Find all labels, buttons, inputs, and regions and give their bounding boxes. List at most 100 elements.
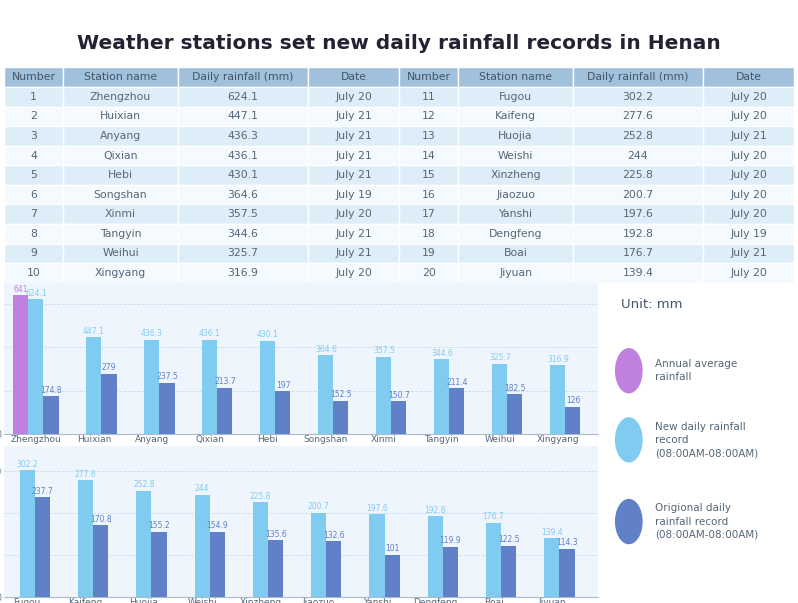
Bar [43, 396, 58, 434]
Text: Station name: Station name [479, 72, 552, 82]
Text: 8: 8 [30, 229, 37, 239]
Bar [20, 470, 35, 597]
Text: 126: 126 [566, 396, 580, 405]
Bar [318, 355, 334, 434]
Text: July 20: July 20 [730, 268, 767, 278]
Bar [101, 374, 117, 434]
FancyBboxPatch shape [308, 165, 399, 185]
Text: 344.6: 344.6 [227, 229, 259, 239]
FancyBboxPatch shape [63, 185, 178, 204]
Text: 213.7: 213.7 [214, 377, 235, 386]
FancyBboxPatch shape [703, 165, 794, 185]
Text: New daily rainfall
record
(08:00AM-08:00AM): New daily rainfall record (08:00AM-08:00… [655, 421, 758, 458]
FancyBboxPatch shape [308, 87, 399, 107]
Bar [78, 481, 93, 597]
Text: 316.9: 316.9 [547, 355, 569, 364]
FancyBboxPatch shape [399, 126, 458, 146]
FancyBboxPatch shape [573, 263, 703, 283]
FancyBboxPatch shape [308, 185, 399, 204]
Bar [544, 538, 559, 597]
Text: 1: 1 [30, 92, 37, 102]
Text: July 21: July 21 [335, 112, 372, 121]
Bar [160, 382, 175, 434]
FancyBboxPatch shape [308, 263, 399, 283]
Text: 170.8: 170.8 [90, 515, 112, 524]
Bar [210, 532, 225, 597]
FancyBboxPatch shape [63, 87, 178, 107]
Text: 364.6: 364.6 [315, 345, 337, 353]
FancyBboxPatch shape [4, 204, 63, 224]
FancyBboxPatch shape [178, 185, 308, 204]
FancyBboxPatch shape [399, 204, 458, 224]
Text: Xinzheng: Xinzheng [490, 170, 541, 180]
FancyBboxPatch shape [573, 165, 703, 185]
Text: Daily rainfall (mm): Daily rainfall (mm) [192, 72, 294, 82]
FancyBboxPatch shape [458, 185, 573, 204]
Bar [275, 391, 290, 434]
Text: July 21: July 21 [730, 248, 767, 259]
Text: 18: 18 [422, 229, 436, 239]
Text: 447.1: 447.1 [227, 112, 259, 121]
Text: 624.1: 624.1 [227, 92, 259, 102]
Text: 122.5: 122.5 [498, 535, 519, 544]
Text: Date: Date [736, 72, 761, 82]
Bar [486, 523, 501, 597]
Text: 277.6: 277.6 [622, 112, 654, 121]
Text: 139.4: 139.4 [622, 268, 654, 278]
FancyBboxPatch shape [4, 107, 63, 126]
FancyBboxPatch shape [703, 185, 794, 204]
Text: 211.4: 211.4 [446, 377, 468, 387]
Bar [501, 546, 516, 597]
Text: 15: 15 [422, 170, 436, 180]
Text: 12: 12 [422, 112, 436, 121]
Text: 5: 5 [30, 170, 37, 180]
Bar [86, 337, 101, 434]
FancyBboxPatch shape [4, 165, 63, 185]
FancyBboxPatch shape [703, 68, 794, 87]
Text: 192.8: 192.8 [622, 229, 654, 239]
FancyBboxPatch shape [573, 224, 703, 244]
FancyBboxPatch shape [308, 146, 399, 165]
Text: Jiyuan: Jiyuan [499, 268, 532, 278]
FancyBboxPatch shape [573, 87, 703, 107]
Bar [253, 502, 268, 597]
Text: 174.8: 174.8 [40, 385, 61, 394]
FancyBboxPatch shape [178, 126, 308, 146]
FancyBboxPatch shape [458, 107, 573, 126]
Text: 19: 19 [422, 248, 436, 259]
FancyBboxPatch shape [63, 224, 178, 244]
Text: 641: 641 [14, 285, 28, 294]
Text: July 20: July 20 [335, 209, 372, 219]
Text: Station name: Station name [84, 72, 157, 82]
Text: 11: 11 [422, 92, 436, 102]
FancyBboxPatch shape [178, 244, 308, 263]
Text: 14: 14 [422, 151, 436, 160]
Text: Zhengzhou: Zhengzhou [90, 92, 151, 102]
Bar [443, 547, 458, 597]
FancyBboxPatch shape [63, 204, 178, 224]
Text: Tangyin: Tangyin [100, 229, 141, 239]
FancyBboxPatch shape [178, 87, 308, 107]
FancyBboxPatch shape [308, 244, 399, 263]
Text: 10: 10 [26, 268, 41, 278]
FancyBboxPatch shape [458, 244, 573, 263]
Text: 17: 17 [422, 209, 436, 219]
FancyBboxPatch shape [4, 263, 63, 283]
Text: 436.3: 436.3 [141, 329, 163, 338]
Text: 357.5: 357.5 [373, 346, 395, 355]
Bar [551, 365, 566, 434]
FancyBboxPatch shape [308, 107, 399, 126]
Text: 197.6: 197.6 [622, 209, 654, 219]
Text: July 20: July 20 [730, 112, 767, 121]
Bar [369, 514, 385, 597]
Text: 192.8: 192.8 [425, 505, 446, 514]
FancyBboxPatch shape [458, 263, 573, 283]
Text: 135.6: 135.6 [265, 529, 286, 538]
Circle shape [616, 499, 642, 543]
Text: 200.7: 200.7 [308, 502, 330, 511]
Bar [566, 406, 580, 434]
Bar [428, 516, 443, 597]
FancyBboxPatch shape [458, 87, 573, 107]
Text: Hebi: Hebi [108, 170, 133, 180]
Bar [14, 295, 29, 434]
